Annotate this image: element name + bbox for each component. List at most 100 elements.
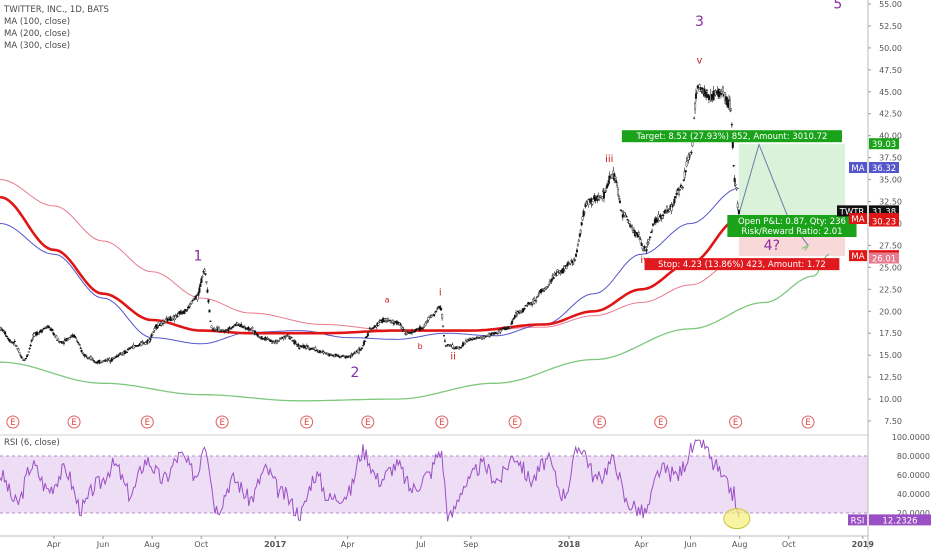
candle-body bbox=[475, 337, 478, 339]
rsi-tick-label: 20.0000 bbox=[897, 509, 930, 518]
axis-tag-badge bbox=[849, 161, 867, 173]
candle-body bbox=[419, 328, 422, 330]
candle-body bbox=[621, 214, 624, 218]
candle-body bbox=[631, 226, 634, 229]
time-tick-label: Apr bbox=[47, 540, 62, 549]
candle-body bbox=[183, 312, 186, 315]
earnings-icon bbox=[435, 415, 449, 429]
candle-body bbox=[647, 242, 650, 244]
legend-rsi[interactable]: RSI (6, close) bbox=[4, 438, 60, 448]
wave-label: 2 bbox=[350, 365, 359, 381]
candle-body bbox=[24, 358, 27, 361]
axis-price-badge bbox=[869, 161, 899, 173]
earnings-label: E bbox=[365, 418, 370, 428]
axis-tag-badge bbox=[849, 212, 867, 224]
candle-body bbox=[391, 320, 394, 323]
candle-body bbox=[440, 308, 443, 311]
candle-body bbox=[62, 341, 65, 343]
candle-body bbox=[665, 211, 668, 213]
candle-body bbox=[673, 198, 676, 204]
candle-body bbox=[216, 326, 219, 329]
candle-body bbox=[652, 223, 655, 225]
candle-body bbox=[21, 357, 24, 359]
candle-body bbox=[473, 337, 476, 339]
candle-body bbox=[538, 292, 541, 295]
earnings-icon bbox=[215, 415, 229, 429]
candle-body bbox=[79, 347, 82, 349]
candle-body bbox=[270, 340, 273, 342]
candle-body bbox=[676, 193, 679, 195]
candle-body bbox=[392, 322, 395, 325]
candle-body bbox=[632, 230, 635, 233]
wave-label: iii bbox=[605, 154, 613, 165]
legend-ma300[interactable]: MA (300, close) bbox=[4, 41, 71, 51]
rsi-line bbox=[0, 439, 740, 522]
candle-body bbox=[550, 278, 553, 282]
candle-body bbox=[121, 354, 124, 356]
price-tick-label: 50.00 bbox=[879, 44, 902, 53]
candle-body bbox=[529, 304, 532, 306]
ma200-line bbox=[0, 195, 740, 335]
candle-body bbox=[203, 269, 206, 272]
rsi-tick-label: 80.0000 bbox=[897, 452, 930, 461]
legend-ma100[interactable]: MA (100, close) bbox=[4, 17, 71, 27]
candle-body bbox=[342, 355, 345, 357]
candle-body bbox=[52, 332, 55, 335]
time-tick-label: Jun bbox=[96, 540, 110, 549]
candle-body bbox=[706, 90, 709, 93]
candle-body bbox=[575, 253, 578, 257]
candle-body bbox=[53, 334, 56, 336]
candle-body bbox=[377, 323, 380, 326]
wave-label: i bbox=[439, 287, 442, 298]
candle-body bbox=[693, 117, 696, 119]
candle-body bbox=[641, 246, 644, 250]
candle-body bbox=[25, 355, 28, 357]
candle-body bbox=[399, 323, 402, 326]
chart-symbol-title: TWITTER, INC., 1D, BATS bbox=[4, 5, 109, 15]
rsi-tag-badge bbox=[848, 514, 867, 526]
candle-body bbox=[467, 340, 470, 342]
candle-body bbox=[639, 239, 642, 244]
candle-body bbox=[213, 327, 216, 330]
risk-reward-label: Risk/Reward Ratio: 2.01 bbox=[741, 227, 842, 237]
candle-body bbox=[157, 322, 160, 327]
earnings-icon bbox=[508, 415, 522, 429]
price-tick-label: 10.00 bbox=[879, 395, 902, 404]
candle-body bbox=[547, 284, 550, 286]
candle-body bbox=[290, 337, 293, 339]
candle-body bbox=[645, 249, 648, 252]
candle-body bbox=[642, 248, 645, 251]
earnings-icon bbox=[361, 415, 375, 429]
candle-body bbox=[695, 92, 698, 94]
axis-price-value: 31.38 bbox=[872, 207, 896, 217]
candle-body bbox=[559, 272, 562, 275]
rsi-value: 12.2326 bbox=[882, 516, 917, 526]
candle-body bbox=[230, 328, 233, 330]
price-candles bbox=[0, 83, 740, 365]
candle-body bbox=[379, 320, 382, 323]
earnings-label: E bbox=[219, 418, 224, 428]
candle-body bbox=[651, 229, 654, 232]
earnings-icon bbox=[6, 415, 20, 429]
candle-body bbox=[735, 187, 738, 190]
legend-ma200[interactable]: MA (200, close) bbox=[4, 29, 71, 39]
candle-body bbox=[163, 322, 166, 324]
candle-body bbox=[45, 327, 48, 329]
time-tick-label: 2019 bbox=[852, 540, 875, 549]
candle-body bbox=[297, 344, 300, 347]
price-tick-label: 12.50 bbox=[879, 373, 902, 382]
candle-body bbox=[78, 344, 81, 346]
candle-body bbox=[306, 345, 309, 347]
candle-body bbox=[525, 305, 528, 307]
candle-body bbox=[204, 273, 207, 275]
candle-body bbox=[185, 310, 188, 312]
wave-label: a bbox=[385, 295, 390, 304]
candle-body bbox=[152, 331, 155, 333]
candle-body bbox=[569, 263, 572, 265]
axis-tag-badge bbox=[837, 205, 867, 217]
candle-body bbox=[362, 341, 365, 345]
candle-body bbox=[187, 306, 190, 309]
candle-body bbox=[684, 170, 687, 173]
